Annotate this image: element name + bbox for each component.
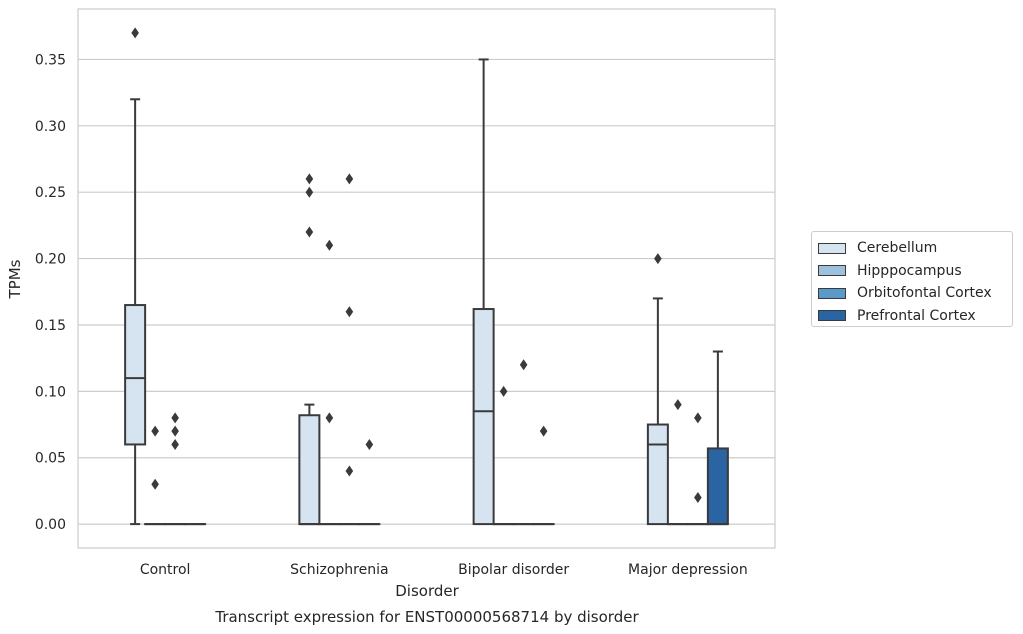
gridlines <box>78 58 775 525</box>
box-body <box>646 423 669 526</box>
x-axis-label: Disorder <box>395 582 459 600</box>
outlier-point <box>171 438 179 450</box>
box-hipppocampus <box>144 425 167 526</box>
y-tick-label: 0.25 <box>35 185 66 201</box>
box-hipppocampus <box>318 239 341 526</box>
box-hipppocampus <box>492 385 515 526</box>
box-orbitofontal-cortex <box>686 412 709 526</box>
legend-label: Orbitofontal Cortex <box>857 285 992 302</box>
box-body <box>124 304 147 446</box>
legend-swatch <box>818 265 846 277</box>
box-orbitofontal-cortex <box>338 173 361 526</box>
legend-item-cerebellum: Cerebellum <box>818 237 1006 260</box>
y-tick-label: 0.20 <box>35 252 66 268</box>
outlier-point <box>539 425 548 437</box>
plot-area-frame <box>77 8 776 549</box>
legend-swatch <box>818 242 846 254</box>
outlier-point <box>305 186 314 198</box>
y-tick-label: 0.10 <box>35 384 66 400</box>
outlier-point <box>325 412 334 424</box>
chart-title: Transcript expression for ENST0000056871… <box>214 608 639 626</box>
box-hipppocampus <box>666 399 689 526</box>
legend-label: Hipppocampus <box>857 262 962 279</box>
box-cerebellum <box>124 27 147 526</box>
box-prefrontal-cortex <box>358 438 381 526</box>
y-tick-label: 0.30 <box>35 119 66 135</box>
outlier-point <box>654 253 662 265</box>
y-tick-label: 0.35 <box>35 52 66 68</box>
outlier-point <box>131 27 139 39</box>
outlier-point <box>365 438 374 450</box>
box-prefrontal-cortex <box>706 350 729 526</box>
x-tick-label: Control <box>140 562 191 578</box>
outlier-point <box>674 399 682 411</box>
box-orbitofontal-cortex <box>512 359 535 526</box>
box-layer <box>124 27 729 526</box>
outlier-point <box>345 306 354 318</box>
box-cerebellum <box>472 58 495 526</box>
outlier-point <box>171 412 179 424</box>
outlier-point <box>519 359 528 371</box>
outlier-point <box>151 425 159 437</box>
y-tick-labels: 0.00 0.05 0.10 0.15 0.20 0.25 0.30 0.35 <box>35 52 66 533</box>
x-tick-label: Bipolar disorder <box>458 562 569 578</box>
box-body <box>706 447 729 526</box>
legend-item-orbitofrontal-cortex: Orbitofontal Cortex <box>818 282 1006 305</box>
y-axis-label: TPMs <box>6 259 24 299</box>
x-tick-label: Major depression <box>628 562 748 578</box>
outlier-point <box>694 492 702 504</box>
x-tick-labels: Control Schizophrenia Bipolar disorder Majo… <box>140 562 748 578</box>
legend-swatch <box>818 310 846 322</box>
legend-item-hippocampus: Hipppocampus <box>818 260 1006 283</box>
y-tick-label: 0.15 <box>35 318 66 334</box>
outlier-point <box>694 412 702 424</box>
y-tick-label: 0.05 <box>35 451 66 467</box>
legend: Cerebellum Hipppocampus Orbitofontal Cor… <box>811 231 1013 327</box>
box-cerebellum <box>646 253 669 526</box>
legend-label: Prefrontal Cortex <box>857 307 976 324</box>
legend-label: Cerebellum <box>857 240 938 257</box>
box-body <box>298 414 321 526</box>
box-cerebellum <box>298 173 321 526</box>
outlier-point <box>151 478 159 490</box>
outlier-point <box>345 465 354 477</box>
box-body <box>472 308 495 526</box>
outlier-point <box>171 425 179 437</box>
box-prefrontal-cortex <box>532 425 555 526</box>
outlier-point <box>345 173 354 185</box>
outlier-point <box>499 385 508 397</box>
legend-item-prefrontal-cortex: Prefrontal Cortex <box>818 305 1006 328</box>
outlier-point <box>305 226 314 238</box>
outlier-point <box>325 239 334 251</box>
box-orbitofontal-cortex <box>164 412 187 526</box>
legend-swatch <box>818 287 846 299</box>
y-tick-label: 0.00 <box>35 517 66 533</box>
outlier-point <box>305 173 314 185</box>
x-tick-label: Schizophrenia <box>290 562 388 578</box>
